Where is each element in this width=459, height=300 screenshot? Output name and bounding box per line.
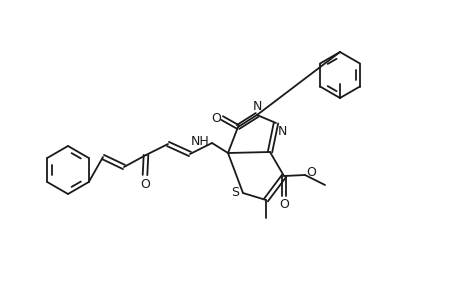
Text: N: N — [277, 125, 287, 138]
Text: O: O — [211, 112, 220, 124]
Text: S: S — [230, 187, 239, 200]
Text: O: O — [305, 167, 315, 179]
Text: O: O — [279, 199, 288, 212]
Text: NH: NH — [191, 134, 210, 148]
Text: O: O — [140, 178, 150, 190]
Text: N: N — [252, 100, 261, 113]
